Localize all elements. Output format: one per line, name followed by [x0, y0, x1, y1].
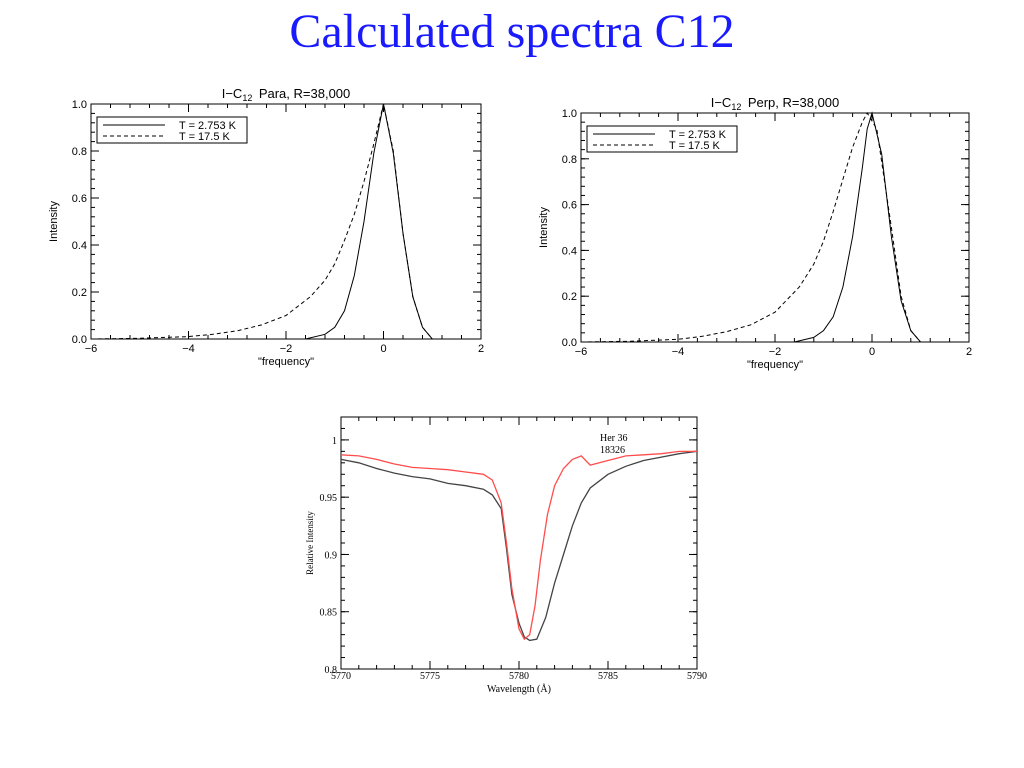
y-tick-label: 0.2 — [72, 287, 87, 299]
x-tick-label: 5790 — [687, 671, 707, 682]
chart-title-suffix: Para, R=38,000 — [252, 86, 350, 101]
x-tick-label: 2 — [966, 346, 972, 358]
x-tick-label: 0 — [380, 343, 386, 355]
x-axis-label: "frequency" — [747, 359, 803, 371]
chart-title: I−C12 Perp, R=38,000 — [711, 95, 840, 112]
y-tick-label: 0.0 — [562, 337, 577, 349]
x-tick-label: 5780 — [509, 671, 529, 682]
x-tick-label: 5785 — [598, 671, 618, 682]
y-axis-label: Intensity — [538, 207, 550, 248]
slide-title: Calculated spectra C12 — [289, 5, 735, 58]
x-tick-label: 0 — [869, 346, 875, 358]
legend-label: T = 17.5 K — [669, 140, 721, 152]
x-tick-label: −6 — [85, 343, 98, 355]
y-tick-label: 1.0 — [562, 108, 577, 120]
chart-title-suffix: Perp, R=38,000 — [741, 95, 839, 110]
y-axis-label: Relative Intensity — [305, 511, 315, 575]
chart-1: −6 −4 −2 0 2 0.0 0.2 0.4 0.6 0.8 1.0 "frequency" Int… — [48, 86, 484, 368]
chart-title-subscript: 12 — [731, 102, 741, 112]
x-tick-label: 2 — [478, 343, 484, 355]
x-tick-label: −4 — [672, 346, 685, 358]
legend-label: T = 2.753 K — [179, 120, 237, 132]
y-tick-label: 0.8 — [325, 665, 338, 676]
y-tick-label: 0.95 — [320, 493, 338, 504]
legend-label: T = 17.5 K — [179, 131, 231, 143]
legend-label: Her 36 — [600, 433, 628, 444]
x-tick-label: −2 — [769, 346, 782, 358]
legend-box — [586, 125, 738, 153]
legend-box — [96, 116, 248, 144]
y-tick-label: 0.4 — [562, 245, 577, 257]
x-axis-label: "frequency" — [258, 356, 314, 368]
y-tick-label: 1.0 — [72, 99, 87, 111]
chart-3: 5770 5775 5780 5785 5790 0.8 0.85 0.9 0.95 1 Wavel… — [305, 416, 707, 695]
series-line-2 — [580, 111, 969, 343]
y-tick-label: 0.8 — [562, 154, 577, 166]
y-axis-label: Intensity — [48, 201, 60, 242]
chart-title-subscript: 12 — [242, 93, 252, 103]
legend-label: 18326 — [600, 445, 625, 456]
y-tick-label: 0.85 — [320, 608, 338, 619]
y-tick-label: 0.8 — [72, 146, 87, 158]
x-tick-label: −4 — [182, 343, 195, 355]
series-line-1 — [581, 111, 969, 343]
y-tick-label: 1 — [332, 436, 337, 447]
legend-label: T = 2.753 K — [669, 129, 727, 141]
y-tick-label: 0.2 — [562, 291, 577, 303]
series-line-1 — [340, 450, 698, 642]
chart-2: −6 −4 −2 0 2 0.0 0.2 0.4 0.6 0.8 1.0 "frequency" Int… — [538, 95, 972, 371]
series-line-2 — [90, 103, 481, 340]
y-tick-label: 0.4 — [72, 240, 87, 252]
series-line-2 — [340, 450, 697, 641]
chart-title: I−C12 Para, R=38,000 — [222, 86, 351, 103]
x-tick-label: 5770 — [331, 671, 351, 682]
x-axis-label: Wavelength (Å) — [487, 683, 551, 695]
x-tick-label: −2 — [280, 343, 293, 355]
x-tick-label: 5775 — [420, 671, 440, 682]
y-tick-label: 0.6 — [562, 200, 577, 212]
chart-title-prefix: I−C — [222, 86, 243, 101]
y-tick-label: 0.6 — [72, 193, 87, 205]
y-tick-label: 0.9 — [325, 550, 338, 561]
y-tick-label: 0.0 — [72, 334, 87, 346]
x-tick-label: −6 — [575, 346, 588, 358]
chart-title-prefix: I−C — [711, 95, 732, 110]
